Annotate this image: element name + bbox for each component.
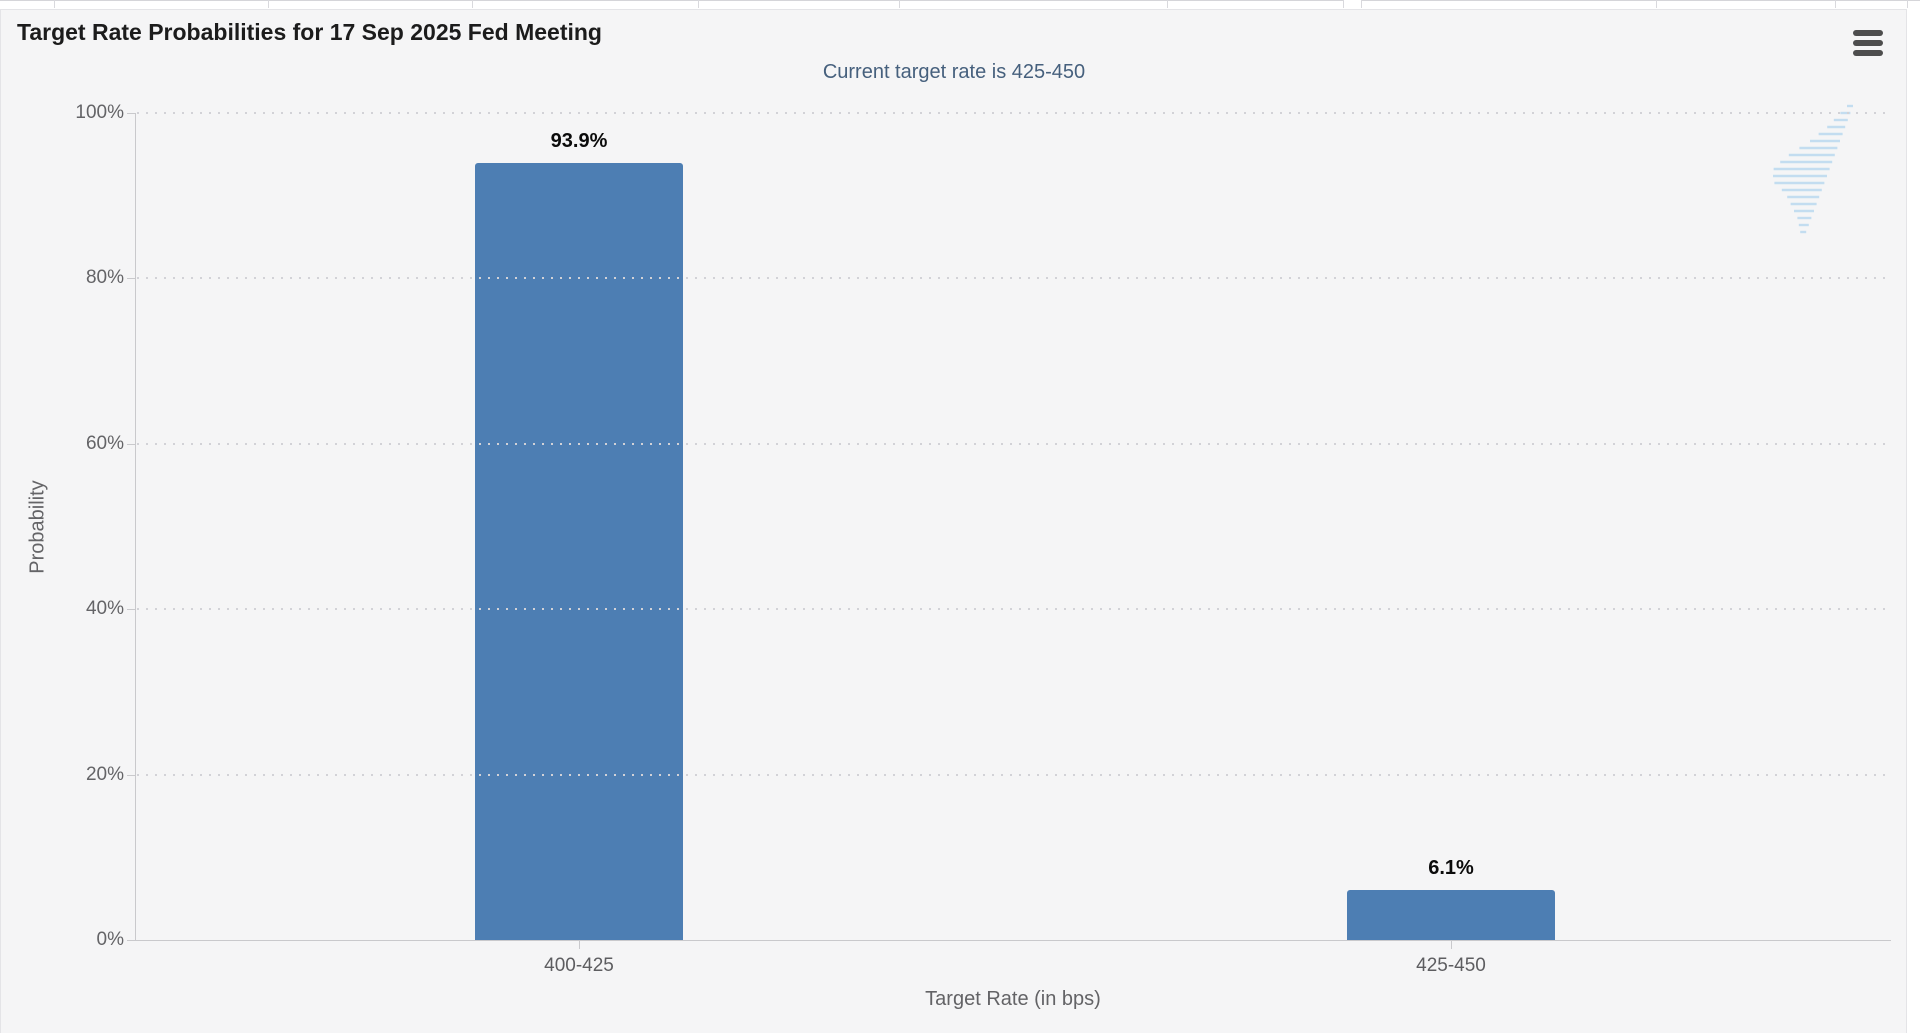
table-column-border <box>698 0 699 8</box>
y-axis-tick-mark <box>127 443 135 445</box>
y-axis-tick-mark <box>127 278 135 280</box>
y-axis-tick-label: 100% <box>75 102 124 123</box>
chart-context-menu-button[interactable] <box>1853 29 1887 57</box>
probability-bar[interactable] <box>475 163 683 940</box>
x-axis-tick-label: 425-450 <box>1416 955 1486 976</box>
x-axis-line <box>135 940 1891 941</box>
table-column-border <box>1343 0 1344 8</box>
table-column-border <box>268 0 269 8</box>
table-column-border <box>1835 0 1836 8</box>
x-axis-tick-mark <box>1451 941 1452 949</box>
gridline <box>137 277 1890 280</box>
table-border <box>1362 0 1920 1</box>
x-axis-tick-label: 400-425 <box>544 955 614 976</box>
x-axis-tick-mark <box>579 941 580 949</box>
y-axis-tick-label: 0% <box>96 929 124 950</box>
y-axis-title: Probability <box>26 480 49 574</box>
chart-panel <box>0 9 1907 1033</box>
bar-value-label: 6.1% <box>1428 856 1474 879</box>
table-column-border <box>54 0 55 8</box>
gridline <box>137 773 1890 776</box>
y-axis-tick-label: 20% <box>85 763 124 785</box>
gridline <box>137 112 1890 114</box>
table-column-border <box>1361 0 1362 8</box>
y-axis-tick-label: 40% <box>85 598 124 620</box>
table-column-border <box>1656 0 1657 8</box>
table-column-border <box>1167 0 1168 8</box>
table-column-border <box>1907 0 1908 8</box>
table-column-border <box>472 0 473 8</box>
y-axis-tick-mark <box>127 774 135 776</box>
y-axis-tick-mark <box>127 609 135 611</box>
probability-bar[interactable] <box>1347 889 1555 940</box>
table-border <box>0 0 1344 1</box>
hamburger-menu-icon <box>1853 40 1883 46</box>
bar-value-label: 93.9% <box>550 130 608 153</box>
table-column-border <box>899 0 900 8</box>
gridline <box>137 442 1890 445</box>
gridline <box>137 608 1890 611</box>
chart-subtitle: Current target rate is 425-450 <box>822 61 1086 83</box>
hamburger-menu-icon <box>1853 50 1883 56</box>
hamburger-menu-icon <box>1853 30 1883 36</box>
y-axis-tick-mark <box>127 113 135 114</box>
y-axis-tick-label: 60% <box>85 432 124 454</box>
y-axis-tick-label: 80% <box>85 267 124 289</box>
quikstrike-watermark-icon <box>1773 104 1853 234</box>
y-axis-tick-mark <box>127 940 135 941</box>
x-axis-title: Target Rate (in bps) <box>925 988 1101 1010</box>
y-axis-line <box>135 113 136 941</box>
chart-title: Target Rate Probabilities for 17 Sep 202… <box>17 19 602 45</box>
